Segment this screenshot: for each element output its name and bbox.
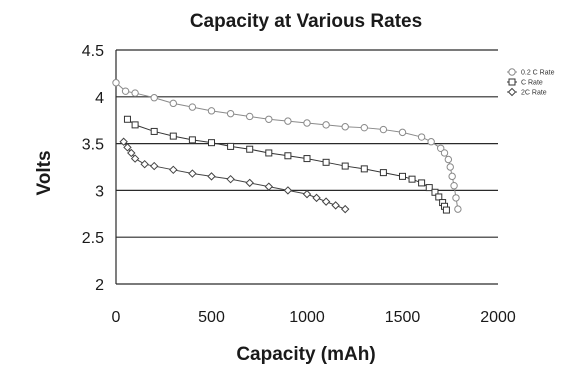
legend-marker bbox=[507, 87, 517, 97]
data-point bbox=[284, 152, 292, 160]
data-point bbox=[312, 193, 321, 203]
legend-marker bbox=[508, 78, 516, 86]
data-point bbox=[284, 117, 292, 125]
data-point bbox=[448, 172, 456, 181]
data-point bbox=[303, 119, 311, 127]
data-point bbox=[188, 136, 196, 144]
series-2 bbox=[119, 137, 350, 214]
series-line-2 bbox=[123, 141, 346, 210]
data-point bbox=[341, 123, 349, 131]
data-point bbox=[444, 155, 453, 164]
data-point bbox=[121, 87, 130, 95]
y-axis-label: Volts bbox=[34, 150, 55, 195]
legend-label: 2C Rate bbox=[521, 90, 547, 97]
data-point bbox=[123, 143, 132, 152]
data-point bbox=[123, 115, 131, 123]
data-point bbox=[140, 159, 149, 169]
data-point bbox=[283, 186, 293, 195]
data-point bbox=[302, 189, 312, 199]
data-point bbox=[452, 194, 460, 202]
data-point bbox=[360, 123, 368, 132]
data-point bbox=[149, 161, 159, 171]
y-tick-label: 3.5 bbox=[82, 137, 104, 154]
data-point bbox=[341, 162, 349, 170]
data-point bbox=[408, 175, 416, 183]
data-point bbox=[360, 165, 368, 173]
data-point bbox=[112, 79, 120, 87]
data-point bbox=[331, 201, 340, 210]
y-tick-label: 2 bbox=[95, 277, 104, 294]
x-tick-label: 1000 bbox=[289, 309, 325, 326]
data-point bbox=[127, 148, 136, 158]
series-0 bbox=[112, 79, 462, 213]
data-point bbox=[322, 121, 330, 129]
data-point bbox=[435, 193, 443, 201]
data-point bbox=[245, 178, 254, 188]
data-point bbox=[398, 128, 407, 137]
data-point bbox=[246, 112, 254, 121]
data-point bbox=[425, 184, 433, 192]
data-point bbox=[321, 197, 331, 206]
data-point bbox=[227, 142, 235, 150]
data-point bbox=[450, 182, 458, 190]
x-tick-label: 2000 bbox=[480, 309, 516, 326]
x-tick-label: 500 bbox=[198, 309, 225, 326]
data-point bbox=[264, 182, 274, 191]
data-point bbox=[417, 133, 426, 141]
data-point bbox=[399, 172, 406, 180]
data-point bbox=[379, 169, 387, 177]
data-point bbox=[431, 188, 439, 196]
legend: 0.2 C Rate C Rate 2C Rate bbox=[507, 68, 555, 97]
data-point bbox=[442, 206, 450, 214]
data-point bbox=[188, 169, 197, 178]
data-point bbox=[303, 155, 311, 163]
data-point bbox=[131, 89, 139, 97]
data-point bbox=[322, 158, 330, 166]
y-tick-label: 2.5 bbox=[82, 230, 104, 247]
data-point bbox=[379, 125, 388, 134]
x-axis-label: Capacity (mAh) bbox=[236, 344, 375, 365]
data-point bbox=[246, 145, 254, 153]
legend-label: 0.2 C Rate bbox=[521, 70, 555, 77]
data-point bbox=[169, 99, 178, 108]
data-point bbox=[150, 127, 158, 135]
data-point bbox=[119, 137, 128, 146]
x-tick-label: 1500 bbox=[385, 309, 421, 326]
chart-title: Capacity at Various Rates bbox=[190, 11, 422, 32]
data-point bbox=[188, 103, 197, 111]
data-point bbox=[130, 154, 140, 163]
data-point bbox=[208, 139, 215, 147]
legend-label: C Rate bbox=[521, 80, 543, 87]
data-point bbox=[340, 204, 350, 214]
x-tick-label: 0 bbox=[112, 309, 121, 326]
data-point bbox=[265, 149, 273, 157]
data-point bbox=[226, 174, 235, 184]
y-tick-label: 3 bbox=[95, 183, 104, 200]
data-point bbox=[169, 132, 177, 140]
data-point bbox=[265, 115, 273, 123]
data-point bbox=[150, 94, 158, 102]
data-point bbox=[446, 163, 454, 171]
data-point bbox=[454, 205, 462, 213]
data-point bbox=[131, 121, 139, 129]
data-point bbox=[437, 144, 445, 152]
series-1 bbox=[123, 115, 450, 214]
data-point bbox=[169, 165, 178, 175]
data-point bbox=[226, 109, 235, 118]
tick-labels: 2 2.5 3 3.5 4 4.5 0 500 1000 1500 2000 bbox=[82, 43, 516, 326]
data-point bbox=[440, 149, 449, 157]
data-point bbox=[207, 172, 216, 181]
data-point bbox=[427, 138, 435, 146]
y-tick-label: 4 bbox=[95, 90, 104, 107]
data-point bbox=[207, 107, 216, 115]
y-tick-label: 4.5 bbox=[82, 43, 104, 60]
series-group bbox=[112, 79, 462, 214]
data-point bbox=[418, 179, 426, 187]
legend-marker bbox=[508, 68, 516, 76]
